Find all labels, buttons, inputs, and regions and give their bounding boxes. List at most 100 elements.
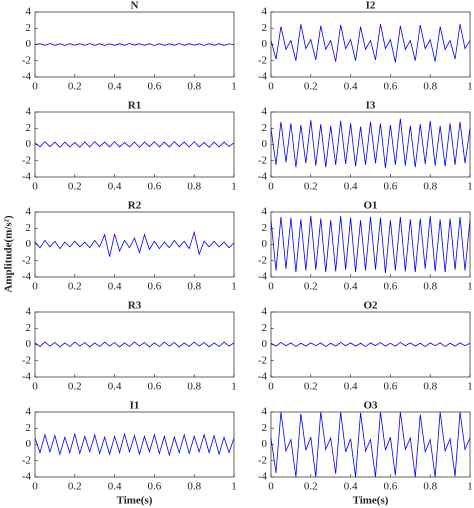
subplot-title: I1 <box>130 400 140 412</box>
x-tick-label: 0 <box>32 381 38 393</box>
x-tick-label: 0.2 <box>68 481 82 493</box>
x-tick-label: 0.4 <box>344 281 358 293</box>
y-tick-label: 2 <box>26 322 32 334</box>
signal-line <box>34 230 235 257</box>
y-tick-label: -4 <box>22 71 32 83</box>
y-tick-label: 0 <box>26 438 32 450</box>
x-tick-label: 1 <box>467 281 473 293</box>
y-tick-label: 4 <box>262 306 268 318</box>
x-tick-label: 0.2 <box>304 81 318 93</box>
x-tick-label: 0 <box>32 481 38 493</box>
subplot-title: I3 <box>366 100 376 112</box>
signal-line <box>270 24 471 63</box>
axes-frame <box>34 311 235 378</box>
y-tick-label: -2 <box>22 54 31 66</box>
y-tick-label: -4 <box>22 371 32 383</box>
x-tick-label: 0.6 <box>384 81 398 93</box>
signal-line <box>270 411 471 478</box>
x-tick-label: 0.8 <box>187 281 201 293</box>
y-tick-label: -2 <box>258 254 267 266</box>
y-tick-label: 2 <box>262 322 268 334</box>
x-tick-label: 1 <box>231 481 237 493</box>
y-tick-label: 2 <box>262 22 268 34</box>
x-tick-label: 0.2 <box>304 281 318 293</box>
x-tick-label: 0.8 <box>187 181 201 193</box>
x-tick-label: 0 <box>268 181 274 193</box>
y-tick-label: 0 <box>26 338 32 350</box>
x-tick-label: 0 <box>32 181 38 193</box>
y-tick-label: -4 <box>22 471 32 483</box>
x-axis-label: Time(s) <box>117 495 153 507</box>
y-tick-label: 0 <box>262 138 268 150</box>
x-tick-label: 0 <box>32 281 38 293</box>
x-tick-label: 0.6 <box>148 381 162 393</box>
y-tick-label: 2 <box>26 222 32 234</box>
x-tick-label: 0.2 <box>68 181 82 193</box>
y-tick-label: -2 <box>258 354 267 366</box>
y-tick-label: 4 <box>262 206 268 218</box>
x-tick-label: 0.4 <box>344 81 358 93</box>
x-tick-label: 0.2 <box>68 381 82 393</box>
x-tick-label: 0.6 <box>148 81 162 93</box>
subplot-title: I2 <box>366 0 376 12</box>
y-tick-label: -4 <box>22 171 32 183</box>
y-tick-label: 4 <box>262 6 268 18</box>
signal-line <box>270 216 471 273</box>
signal-line <box>270 118 471 169</box>
y-tick-label: 2 <box>262 122 268 134</box>
signal-line <box>34 43 235 46</box>
subplot-title: O1 <box>363 200 377 212</box>
subplot-title: R2 <box>128 200 142 212</box>
x-tick-label: 0.8 <box>423 81 437 93</box>
x-tick-label: 0.8 <box>187 381 201 393</box>
x-tick-label: 1 <box>467 481 473 493</box>
x-tick-label: 0.8 <box>187 481 201 493</box>
x-tick-label: 1 <box>231 381 237 393</box>
x-tick-label: 0.8 <box>423 381 437 393</box>
x-tick-label: 0.6 <box>384 281 398 293</box>
x-tick-label: 0.4 <box>108 281 122 293</box>
x-tick-label: 0.4 <box>344 181 358 193</box>
y-tick-label: -2 <box>258 454 267 466</box>
y-tick-label: -4 <box>258 371 268 383</box>
y-tick-label: 4 <box>26 106 32 118</box>
y-tick-label: -2 <box>22 354 31 366</box>
x-tick-label: 0.4 <box>108 181 122 193</box>
x-tick-label: 0.6 <box>384 481 398 493</box>
x-tick-label: 0.4 <box>108 481 122 493</box>
x-tick-label: 0.6 <box>384 181 398 193</box>
axes-frame <box>270 411 471 478</box>
x-tick-label: 0.2 <box>68 281 82 293</box>
x-tick-label: 0.2 <box>304 381 318 393</box>
y-tick-label: 4 <box>262 406 268 418</box>
subplot-title: O3 <box>363 400 378 412</box>
y-tick-label: 0 <box>26 238 32 250</box>
x-tick-label: 0.6 <box>148 181 162 193</box>
y-tick-label: -4 <box>258 471 268 483</box>
axes-frame <box>34 111 235 178</box>
y-tick-label: 2 <box>26 122 32 134</box>
x-tick-label: 0.4 <box>108 381 122 393</box>
subplot-title: R1 <box>128 100 141 112</box>
subplot-title: O2 <box>363 300 378 312</box>
x-tick-label: 0 <box>32 81 38 93</box>
x-tick-label: 1 <box>231 181 237 193</box>
y-tick-label: 0 <box>26 138 32 150</box>
x-tick-label: 0.8 <box>187 81 201 93</box>
y-tick-label: -2 <box>258 54 267 66</box>
y-tick-label: 4 <box>26 206 32 218</box>
y-tick-label: -2 <box>22 154 31 166</box>
y-tick-label: 0 <box>262 438 268 450</box>
y-tick-label: 0 <box>262 38 268 50</box>
signal-line <box>270 341 471 348</box>
x-tick-label: 0.6 <box>148 281 162 293</box>
subplot-title: R3 <box>128 300 142 312</box>
y-tick-label: 2 <box>262 222 268 234</box>
x-tick-label: 0.2 <box>304 181 318 193</box>
y-tick-label: -4 <box>258 71 268 83</box>
x-tick-label: 0 <box>268 481 274 493</box>
x-tick-label: 0.6 <box>384 381 398 393</box>
axes-frame <box>34 11 235 78</box>
y-tick-label: -2 <box>22 454 31 466</box>
